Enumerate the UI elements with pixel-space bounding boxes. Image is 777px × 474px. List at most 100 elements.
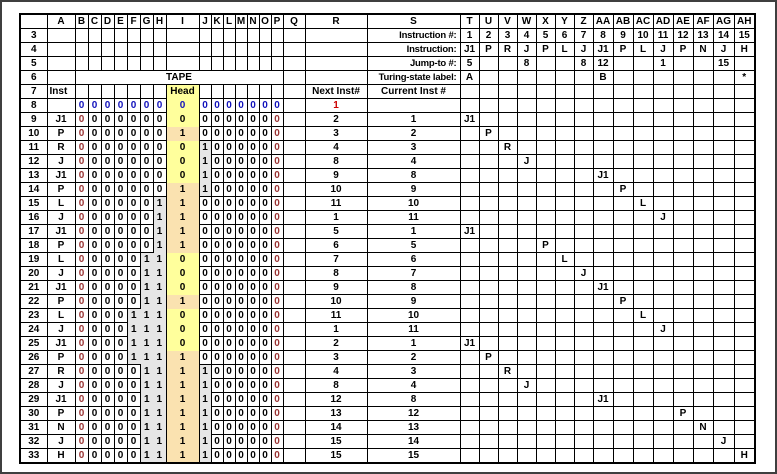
cell-W8[interactable] — [516, 98, 537, 113]
cell-U9[interactable] — [478, 112, 499, 127]
cell-R25-next-inst[interactable]: 2 — [304, 336, 368, 351]
cell-G32[interactable]: 1 — [140, 434, 153, 449]
cell-F26[interactable]: 1 — [127, 350, 140, 365]
cell-AC8[interactable] — [632, 98, 654, 113]
cell-AA26[interactable] — [592, 350, 614, 365]
cell-V25[interactable] — [497, 336, 518, 351]
cell-M16[interactable]: 0 — [234, 210, 248, 225]
cell-X13[interactable] — [535, 168, 556, 183]
cell-AA19[interactable] — [592, 252, 614, 267]
cell-D32[interactable]: 0 — [100, 434, 115, 449]
cell-Z25[interactable] — [573, 336, 594, 351]
col-header-AE[interactable]: AE — [672, 13, 694, 29]
cell-AH33-trace-letter[interactable]: H — [733, 448, 756, 464]
cell-P8[interactable]: 0 — [270, 98, 284, 113]
cell-K7[interactable] — [210, 84, 224, 99]
cell-AC15-trace-letter[interactable]: L — [632, 196, 654, 211]
cell-A25[interactable]: J1 — [46, 336, 76, 351]
cell-U31[interactable] — [478, 420, 499, 435]
cell-V12[interactable] — [497, 154, 518, 169]
cell-AF8[interactable] — [692, 98, 714, 113]
cell-S7[interactable]: Current Inst # — [366, 84, 461, 99]
cell-U16[interactable] — [478, 210, 499, 225]
cell-O14[interactable]: 0 — [258, 182, 272, 197]
cell-B22[interactable]: 0 — [74, 294, 89, 309]
cell-X10[interactable] — [535, 126, 556, 141]
cell-A22[interactable]: P — [46, 294, 76, 309]
cell-Y28[interactable] — [554, 378, 575, 393]
cell-I19-head[interactable]: 0 — [165, 252, 200, 267]
cell-E31[interactable]: 0 — [113, 420, 128, 435]
cell-V6[interactable] — [497, 70, 518, 85]
cell-AD13[interactable] — [652, 168, 674, 183]
cell-V9[interactable] — [497, 112, 518, 127]
cell-I23-head[interactable]: 0 — [165, 308, 200, 323]
col-header-G[interactable]: G — [139, 13, 154, 29]
cell-R9-next-inst[interactable]: 2 — [304, 112, 368, 127]
cell-B21[interactable]: 0 — [74, 280, 89, 295]
cell-P27[interactable]: 0 — [270, 364, 284, 379]
cell-A32[interactable]: J — [46, 434, 76, 449]
cell-T32[interactable] — [459, 434, 480, 449]
col-header-I[interactable]: I — [165, 13, 200, 29]
cell-AB29[interactable] — [612, 392, 634, 407]
cell-F15[interactable]: 0 — [126, 196, 141, 211]
cell-R17-next-inst[interactable]: 5 — [304, 224, 368, 239]
cell-AH22[interactable] — [733, 294, 756, 309]
cell-M15[interactable]: 0 — [234, 196, 248, 211]
cell-AA15[interactable] — [592, 196, 614, 211]
cell-S6[interactable]: Turing-state label: — [366, 70, 461, 85]
cell-AA5[interactable]: 12 — [592, 56, 614, 71]
row-header-14[interactable]: 14 — [19, 182, 48, 197]
cell-J29[interactable]: 1 — [199, 392, 211, 407]
cell-AC23-trace-letter[interactable]: L — [632, 308, 654, 323]
cell-W32[interactable] — [516, 434, 537, 449]
cell-W17[interactable] — [516, 224, 537, 239]
cell-S23-current-inst[interactable]: 10 — [366, 308, 461, 323]
cell-E32[interactable]: 0 — [113, 434, 128, 449]
cell-E15[interactable]: 0 — [113, 196, 128, 211]
cell-J28[interactable]: 1 — [199, 378, 211, 393]
cell-Y5[interactable] — [554, 56, 575, 71]
cell-AE29[interactable] — [672, 392, 694, 407]
cell-N3[interactable] — [246, 28, 260, 43]
cell-G13[interactable]: 0 — [139, 168, 154, 183]
cell-S24-current-inst[interactable]: 11 — [366, 322, 461, 337]
cell-AF5[interactable] — [692, 56, 714, 71]
cell-F22[interactable]: 0 — [126, 294, 141, 309]
cell-I5[interactable] — [165, 56, 200, 71]
cell-D23[interactable]: 0 — [100, 308, 115, 323]
cell-AE3[interactable]: 12 — [672, 28, 694, 43]
cell-AH17[interactable] — [733, 224, 756, 239]
cell-I7-head-label[interactable]: Head — [165, 84, 200, 99]
cell-X28[interactable] — [535, 378, 556, 393]
cell-J14[interactable]: 1 — [199, 182, 211, 197]
cell-O16[interactable]: 0 — [258, 210, 272, 225]
cell-E16[interactable]: 0 — [113, 210, 128, 225]
cell-E4[interactable] — [113, 42, 128, 57]
cell-P10[interactable]: 0 — [270, 126, 284, 141]
cell-L24[interactable]: 0 — [222, 322, 236, 337]
cell-AA14[interactable] — [592, 182, 614, 197]
cell-K23[interactable]: 0 — [210, 308, 224, 323]
col-header-S[interactable]: S — [366, 13, 461, 29]
cell-W24[interactable] — [516, 322, 537, 337]
cell-T16[interactable] — [459, 210, 480, 225]
cell-S28-current-inst[interactable]: 4 — [366, 378, 461, 393]
cell-AE15[interactable] — [672, 196, 694, 211]
cell-X21[interactable] — [535, 280, 556, 295]
cell-G9[interactable]: 0 — [139, 112, 154, 127]
cell-P13[interactable]: 0 — [270, 168, 284, 183]
cell-AD12[interactable] — [652, 154, 674, 169]
cell-O33[interactable]: 0 — [258, 448, 272, 464]
cell-Z26[interactable] — [573, 350, 594, 365]
cell-B10[interactable]: 0 — [74, 126, 89, 141]
cell-V20[interactable] — [497, 266, 518, 281]
cell-K16[interactable]: 0 — [210, 210, 224, 225]
cell-Y19-trace-letter[interactable]: L — [554, 252, 575, 267]
cell-J30[interactable]: 1 — [199, 406, 211, 421]
cell-D12[interactable]: 0 — [100, 154, 115, 169]
cell-AG5[interactable]: 15 — [712, 56, 735, 71]
cell-B9[interactable]: 0 — [74, 112, 89, 127]
cell-X25[interactable] — [535, 336, 556, 351]
